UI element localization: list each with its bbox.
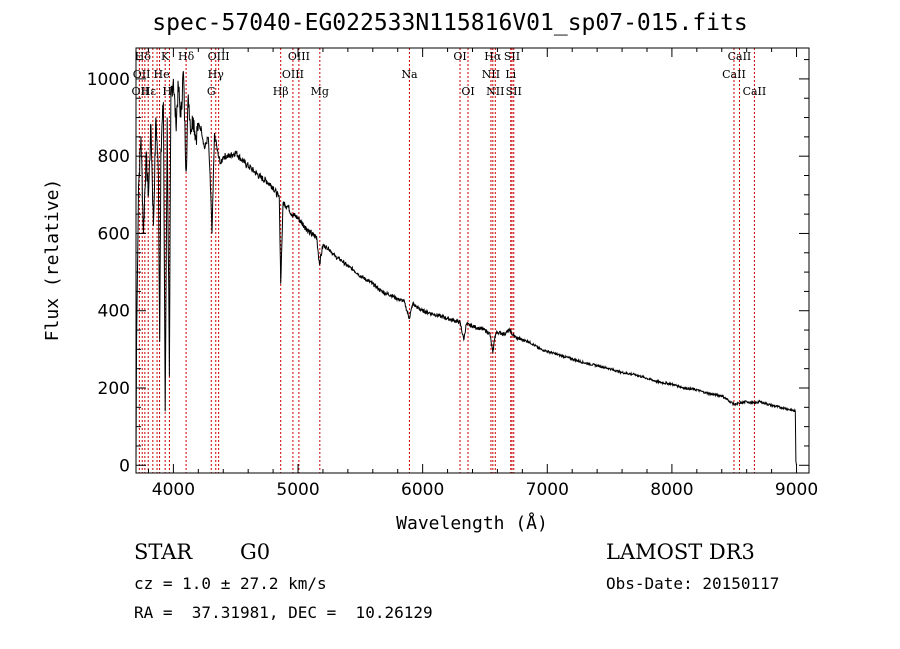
spectrum-series-line [135, 71, 797, 466]
line-label: NII [486, 85, 504, 98]
line-label: OI [453, 50, 466, 63]
line-label: Hα [484, 50, 502, 63]
y-tick-label: 400 [98, 302, 130, 322]
axes: 4000 5000 6000 7000 8000 9000 0 200 400 600 800 100… [87, 48, 818, 500]
line-label: Mg [311, 85, 329, 98]
line-label: OIII [282, 68, 304, 81]
line-label: CaII [728, 50, 752, 63]
line-label: Hβ [273, 85, 289, 98]
line-label: OI [461, 85, 474, 98]
x-tick-label: 6000 [401, 480, 444, 500]
object-subclass: G0 [240, 540, 271, 564]
x-tick-label: 8000 [650, 480, 693, 500]
line-label: NII [482, 68, 500, 81]
line-label: Na [401, 68, 418, 81]
line-label: OIII [208, 50, 230, 63]
line-label: G [207, 85, 216, 98]
plot-frame [135, 47, 810, 474]
x-tick-label: 4000 [152, 480, 195, 500]
x-tick-label: 5000 [276, 480, 319, 500]
y-tick-label: 200 [98, 379, 130, 399]
chart-title: spec-57040-EG022533N115816V01_sp07-015.f… [152, 10, 748, 36]
line-label: CaII [743, 85, 767, 98]
line-label: Li [505, 68, 516, 81]
line-label: SII [504, 50, 520, 63]
x-tick-label: 7000 [526, 480, 569, 500]
line-label: CaII [722, 68, 746, 81]
line-label: He [153, 68, 169, 81]
observation-date: Obs-Date: 20150117 [606, 574, 780, 593]
line-label: SII [506, 85, 522, 98]
redshift-cz: cz = 1.0 ± 27.2 km/s [134, 574, 327, 593]
y-tick-label: 800 [98, 147, 130, 167]
line-label: OII [133, 68, 151, 81]
spectral-line-markers [138, 48, 755, 473]
line-label: K [161, 50, 170, 63]
survey-name: LAMOST DR3 [606, 540, 755, 564]
y-tick-label: 600 [98, 224, 130, 244]
line-label: H [162, 85, 172, 98]
y-tick-label: 1000 [87, 70, 130, 90]
x-axis-label: Wavelength (Å) [396, 512, 548, 534]
line-label: Hγ [208, 68, 225, 81]
object-class: STAR [134, 540, 193, 564]
line-label: Hδ [178, 50, 195, 63]
line-label: Hε [141, 85, 157, 98]
y-axis-label: Flux (relative) [42, 179, 63, 342]
x-tick-label: 9000 [775, 480, 818, 500]
line-label: OIII [288, 50, 310, 63]
y-tick-label: 0 [119, 456, 130, 476]
ra-dec-coordinates: RA = 37.31981, DEC = 10.26129 [134, 603, 433, 622]
